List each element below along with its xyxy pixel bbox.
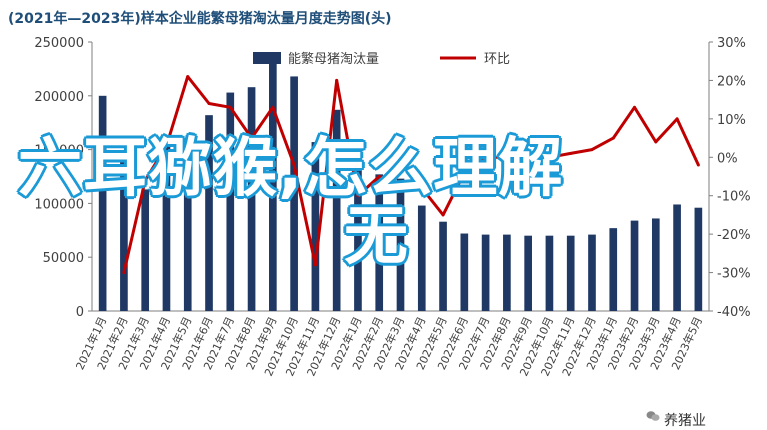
line-point (696, 163, 700, 167)
bar (673, 204, 681, 311)
line-point (164, 144, 168, 148)
line-point (675, 117, 679, 121)
bar (162, 143, 171, 311)
legend: 能繁母猪淘汰量 环比 (253, 51, 510, 67)
line-point (186, 75, 190, 79)
bar (481, 234, 490, 311)
bar (524, 235, 532, 311)
right-axis-tick-label: -10% (717, 190, 751, 205)
overlay-line-1: 六耳猕猴,怎么理解 (18, 132, 564, 206)
bar (332, 109, 341, 312)
bar (566, 235, 575, 311)
bar (354, 146, 362, 311)
right-axis-tick-label: 30% (717, 36, 746, 51)
wechat-icon (646, 411, 660, 421)
chart-title: (2021年—2023年)样本企业能繁母猪淘汰量月度走势图(头) (8, 11, 392, 27)
line-point (335, 78, 339, 82)
line-point (377, 175, 381, 178)
left-axis-tick-label: 250000 (34, 36, 84, 51)
line-point (313, 263, 317, 267)
left-axis-tick-label: 150000 (34, 144, 84, 159)
legend-label-line: 环比 (484, 52, 510, 67)
line-point (356, 194, 360, 198)
bar (183, 138, 192, 311)
line-point (122, 271, 126, 275)
bar (226, 92, 235, 312)
left-axis-tick-label: 100000 (34, 197, 84, 212)
line-point (399, 182, 402, 186)
line-point (547, 155, 551, 159)
right-axis-tick-label: 10% (717, 113, 746, 128)
bar (98, 95, 107, 311)
bar (588, 234, 596, 311)
left-axis: 0 50000 100000 150000 200000 250000 (34, 36, 92, 320)
overlay-caption: 六耳猕猴,怎么理解 无 (18, 135, 738, 274)
left-axis-tick-label: 50000 (43, 251, 84, 266)
x-axis-labels: 2021年1月2021年2月2021年3月2021年4月2021年5月2021年… (73, 314, 706, 378)
line-point (526, 155, 530, 159)
bar (694, 207, 703, 311)
line-point (633, 105, 637, 109)
bar (205, 115, 213, 311)
bar (120, 160, 128, 311)
bar-series (98, 63, 703, 312)
bar (630, 220, 639, 311)
bar (460, 233, 469, 311)
legend-label-bar: 能繁母猪淘汰量 (288, 51, 379, 67)
line-point (462, 171, 466, 175)
line-point (505, 155, 509, 159)
bar (651, 218, 660, 311)
legend-swatch-bar (253, 52, 281, 64)
left-axis-tick-label: 200000 (34, 90, 84, 105)
right-axis-tick-label: -40% (717, 305, 751, 320)
line-point (441, 213, 445, 217)
bar (503, 234, 511, 311)
bar (247, 87, 256, 311)
line-path (122, 75, 700, 273)
line-point (611, 136, 615, 140)
bar (269, 63, 277, 311)
line-point (271, 105, 275, 109)
right-axis-tick-label: -20% (717, 228, 751, 243)
bar (417, 205, 426, 311)
line-point (143, 178, 147, 182)
line-point (569, 151, 573, 155)
watermark-label: 养猪业 (664, 413, 706, 429)
right-axis: -40% -30% -20% -10% 0% 10% 20% 30% (709, 36, 751, 320)
line-point (654, 140, 658, 144)
bar (396, 178, 405, 311)
overlay-line-2: 无 (344, 199, 409, 274)
bar (545, 235, 554, 311)
line-point (228, 105, 232, 109)
bar (290, 76, 298, 311)
line-point (420, 186, 424, 190)
right-axis-tick-label: 0% (717, 151, 738, 166)
right-axis-tick-label: -30% (717, 267, 751, 282)
line-point (292, 163, 296, 167)
bar (141, 189, 150, 311)
line-point (484, 155, 488, 159)
bar (375, 174, 384, 311)
line-point (250, 136, 254, 140)
left-axis-tick-label: 0 (76, 305, 84, 320)
line-point (207, 101, 211, 105)
line-series (122, 75, 700, 275)
line-point (590, 148, 594, 152)
right-axis-tick-label: 20% (717, 74, 746, 89)
bar (311, 142, 320, 311)
bar (439, 221, 447, 311)
bar (609, 228, 618, 311)
